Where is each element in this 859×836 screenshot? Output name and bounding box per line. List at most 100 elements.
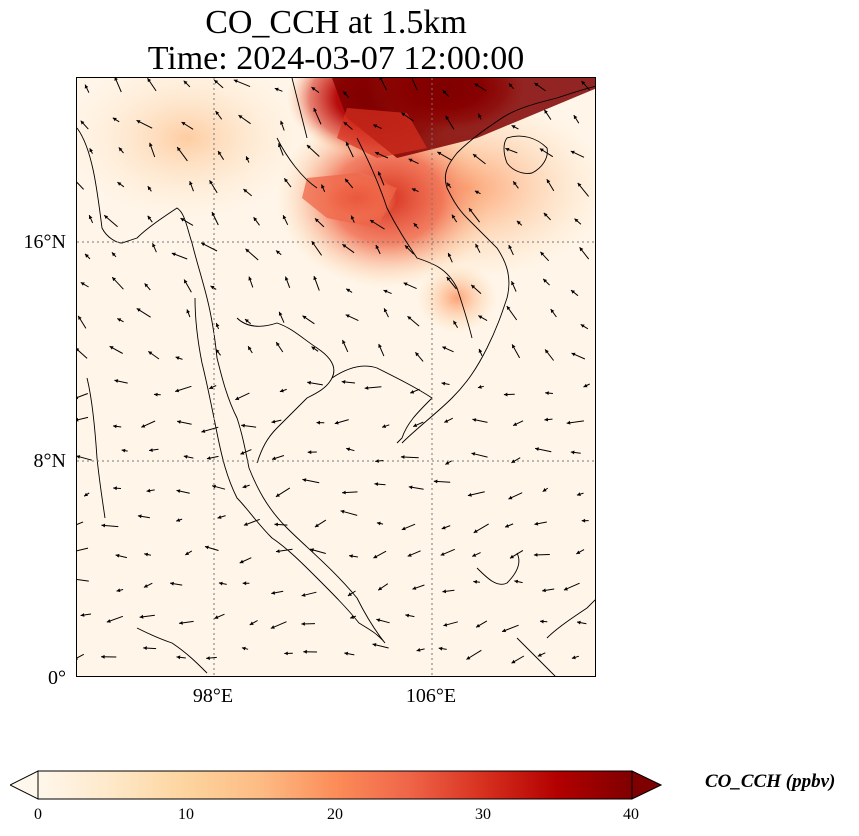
wind-arrow-head — [276, 342, 280, 347]
colorbar — [10, 770, 662, 800]
wind-arrow-head — [471, 284, 476, 289]
wind-arrow-head — [177, 420, 181, 424]
wind-arrow-head — [403, 282, 408, 286]
lat-tick-16n: 16°N — [23, 231, 66, 253]
wind-arrow-head — [115, 553, 120, 558]
wind-arrow-head — [537, 653, 542, 657]
wind-arrow-head — [446, 276, 451, 281]
wind-arrow-head — [183, 80, 188, 85]
wind-arrow — [77, 181, 84, 190]
wind-arrow-head — [473, 154, 477, 158]
wind-arrow-head — [546, 179, 551, 184]
wind-arrow-head — [89, 148, 93, 153]
wind-arrow-head — [240, 451, 245, 455]
colorbar-tick-30: 30 — [475, 806, 491, 823]
wind-arrow-head — [215, 323, 220, 327]
wind-arrow-head — [239, 559, 244, 564]
wind-arrow-head — [280, 120, 284, 125]
wind-arrow-head — [516, 220, 521, 225]
wind-arrow-head — [85, 253, 89, 258]
wind-arrow-head — [113, 424, 117, 429]
wind-arrow-head — [411, 188, 416, 192]
wind-arrow-head — [577, 182, 582, 187]
gridlines — [77, 78, 595, 676]
wind-arrow-head — [375, 459, 379, 463]
wind-arrow-head — [245, 319, 249, 323]
wind-arrow-head — [307, 450, 312, 455]
wind-arrow-head — [314, 523, 319, 528]
wind-arrow-head — [475, 243, 479, 248]
wind-arrow-head — [345, 141, 350, 146]
wind-arrow-head — [383, 308, 388, 313]
wind-arrow-head — [278, 143, 282, 148]
wind-arrow-head — [245, 248, 250, 253]
wind-arrow-head — [311, 87, 316, 91]
wind-arrow-head — [185, 551, 190, 555]
wind-arrow-head — [511, 125, 516, 129]
wind-arrow-head — [451, 214, 456, 219]
wind-arrow-head — [144, 283, 149, 288]
wind-arrow-head — [471, 452, 476, 456]
wind-arrow-head — [243, 522, 248, 526]
wind-arrow-head — [147, 215, 152, 220]
wind-arrow-head — [149, 448, 153, 452]
wind-arrow-head — [503, 392, 508, 397]
wind-arrow-head — [215, 111, 220, 115]
wind-arrow-head — [121, 448, 126, 453]
wind-arrow-head — [214, 615, 219, 619]
wind-arrow-head — [478, 348, 483, 353]
wind-arrow-head — [245, 156, 250, 161]
wind-arrow-head — [146, 488, 151, 493]
wind-arrow-head — [175, 356, 180, 360]
wind-arrow-head — [401, 112, 406, 117]
wind-arrow-head — [445, 115, 450, 120]
wind-arrow-head — [113, 486, 117, 491]
wind-arrow-head — [84, 84, 89, 89]
wind-arrow-head — [416, 648, 421, 652]
wind-arrow-head — [576, 492, 581, 496]
wind-arrow-head — [77, 417, 79, 422]
wind-arrow-head — [468, 208, 473, 212]
wind-arrow-head — [205, 545, 209, 550]
wind-arrow-head — [347, 592, 352, 596]
wind-arrow-head — [218, 581, 223, 586]
wind-arrow-head — [410, 390, 415, 394]
wind-arrow-head — [542, 488, 547, 492]
wind-arrow-head — [410, 78, 412, 79]
wind-arrow-head — [179, 621, 183, 625]
lat-tick-0: 0° — [48, 667, 66, 689]
wind-arrow-head — [502, 628, 507, 633]
wind-arrow-head — [276, 250, 280, 255]
wind-arrow-head — [186, 309, 190, 314]
wind-arrow-head — [467, 493, 472, 497]
wind-arrow-head — [274, 522, 278, 527]
wind-vector-field — [77, 78, 590, 664]
wind-arrow-head — [249, 621, 254, 625]
wind-arrow-head — [301, 593, 306, 597]
wind-arrow-head — [310, 548, 314, 552]
colorbar-label: CO_CCH (ppbv) — [705, 771, 836, 792]
wind-arrow-head — [581, 81, 586, 85]
wind-arrow-head — [370, 220, 374, 224]
wind-arrow-head — [378, 586, 383, 591]
wind-arrow-head — [217, 515, 222, 519]
wind-arrow-head — [440, 552, 445, 556]
wind-arrow — [77, 578, 89, 582]
wind-arrow-head — [506, 306, 511, 310]
wind-arrow-head — [148, 351, 153, 355]
wind-arrow-head — [442, 589, 447, 594]
wind-arrow-head — [535, 447, 539, 451]
wind-arrow-head — [375, 151, 379, 156]
wind-arrow-head — [206, 656, 210, 660]
wind-arrow-head — [545, 391, 549, 395]
wind-arrow-head — [176, 489, 181, 493]
wind-arrow-head — [307, 380, 311, 385]
wind-arrow-head — [253, 217, 258, 222]
wind-arrow-head — [477, 385, 482, 389]
wind-arrow-head — [579, 247, 584, 252]
wind-arrow-head — [534, 521, 539, 526]
wind-arrow-head — [147, 78, 152, 83]
wind-arrow-head — [442, 346, 447, 350]
wind-arrow-head — [136, 120, 141, 124]
wind-arrow-head — [345, 178, 349, 183]
